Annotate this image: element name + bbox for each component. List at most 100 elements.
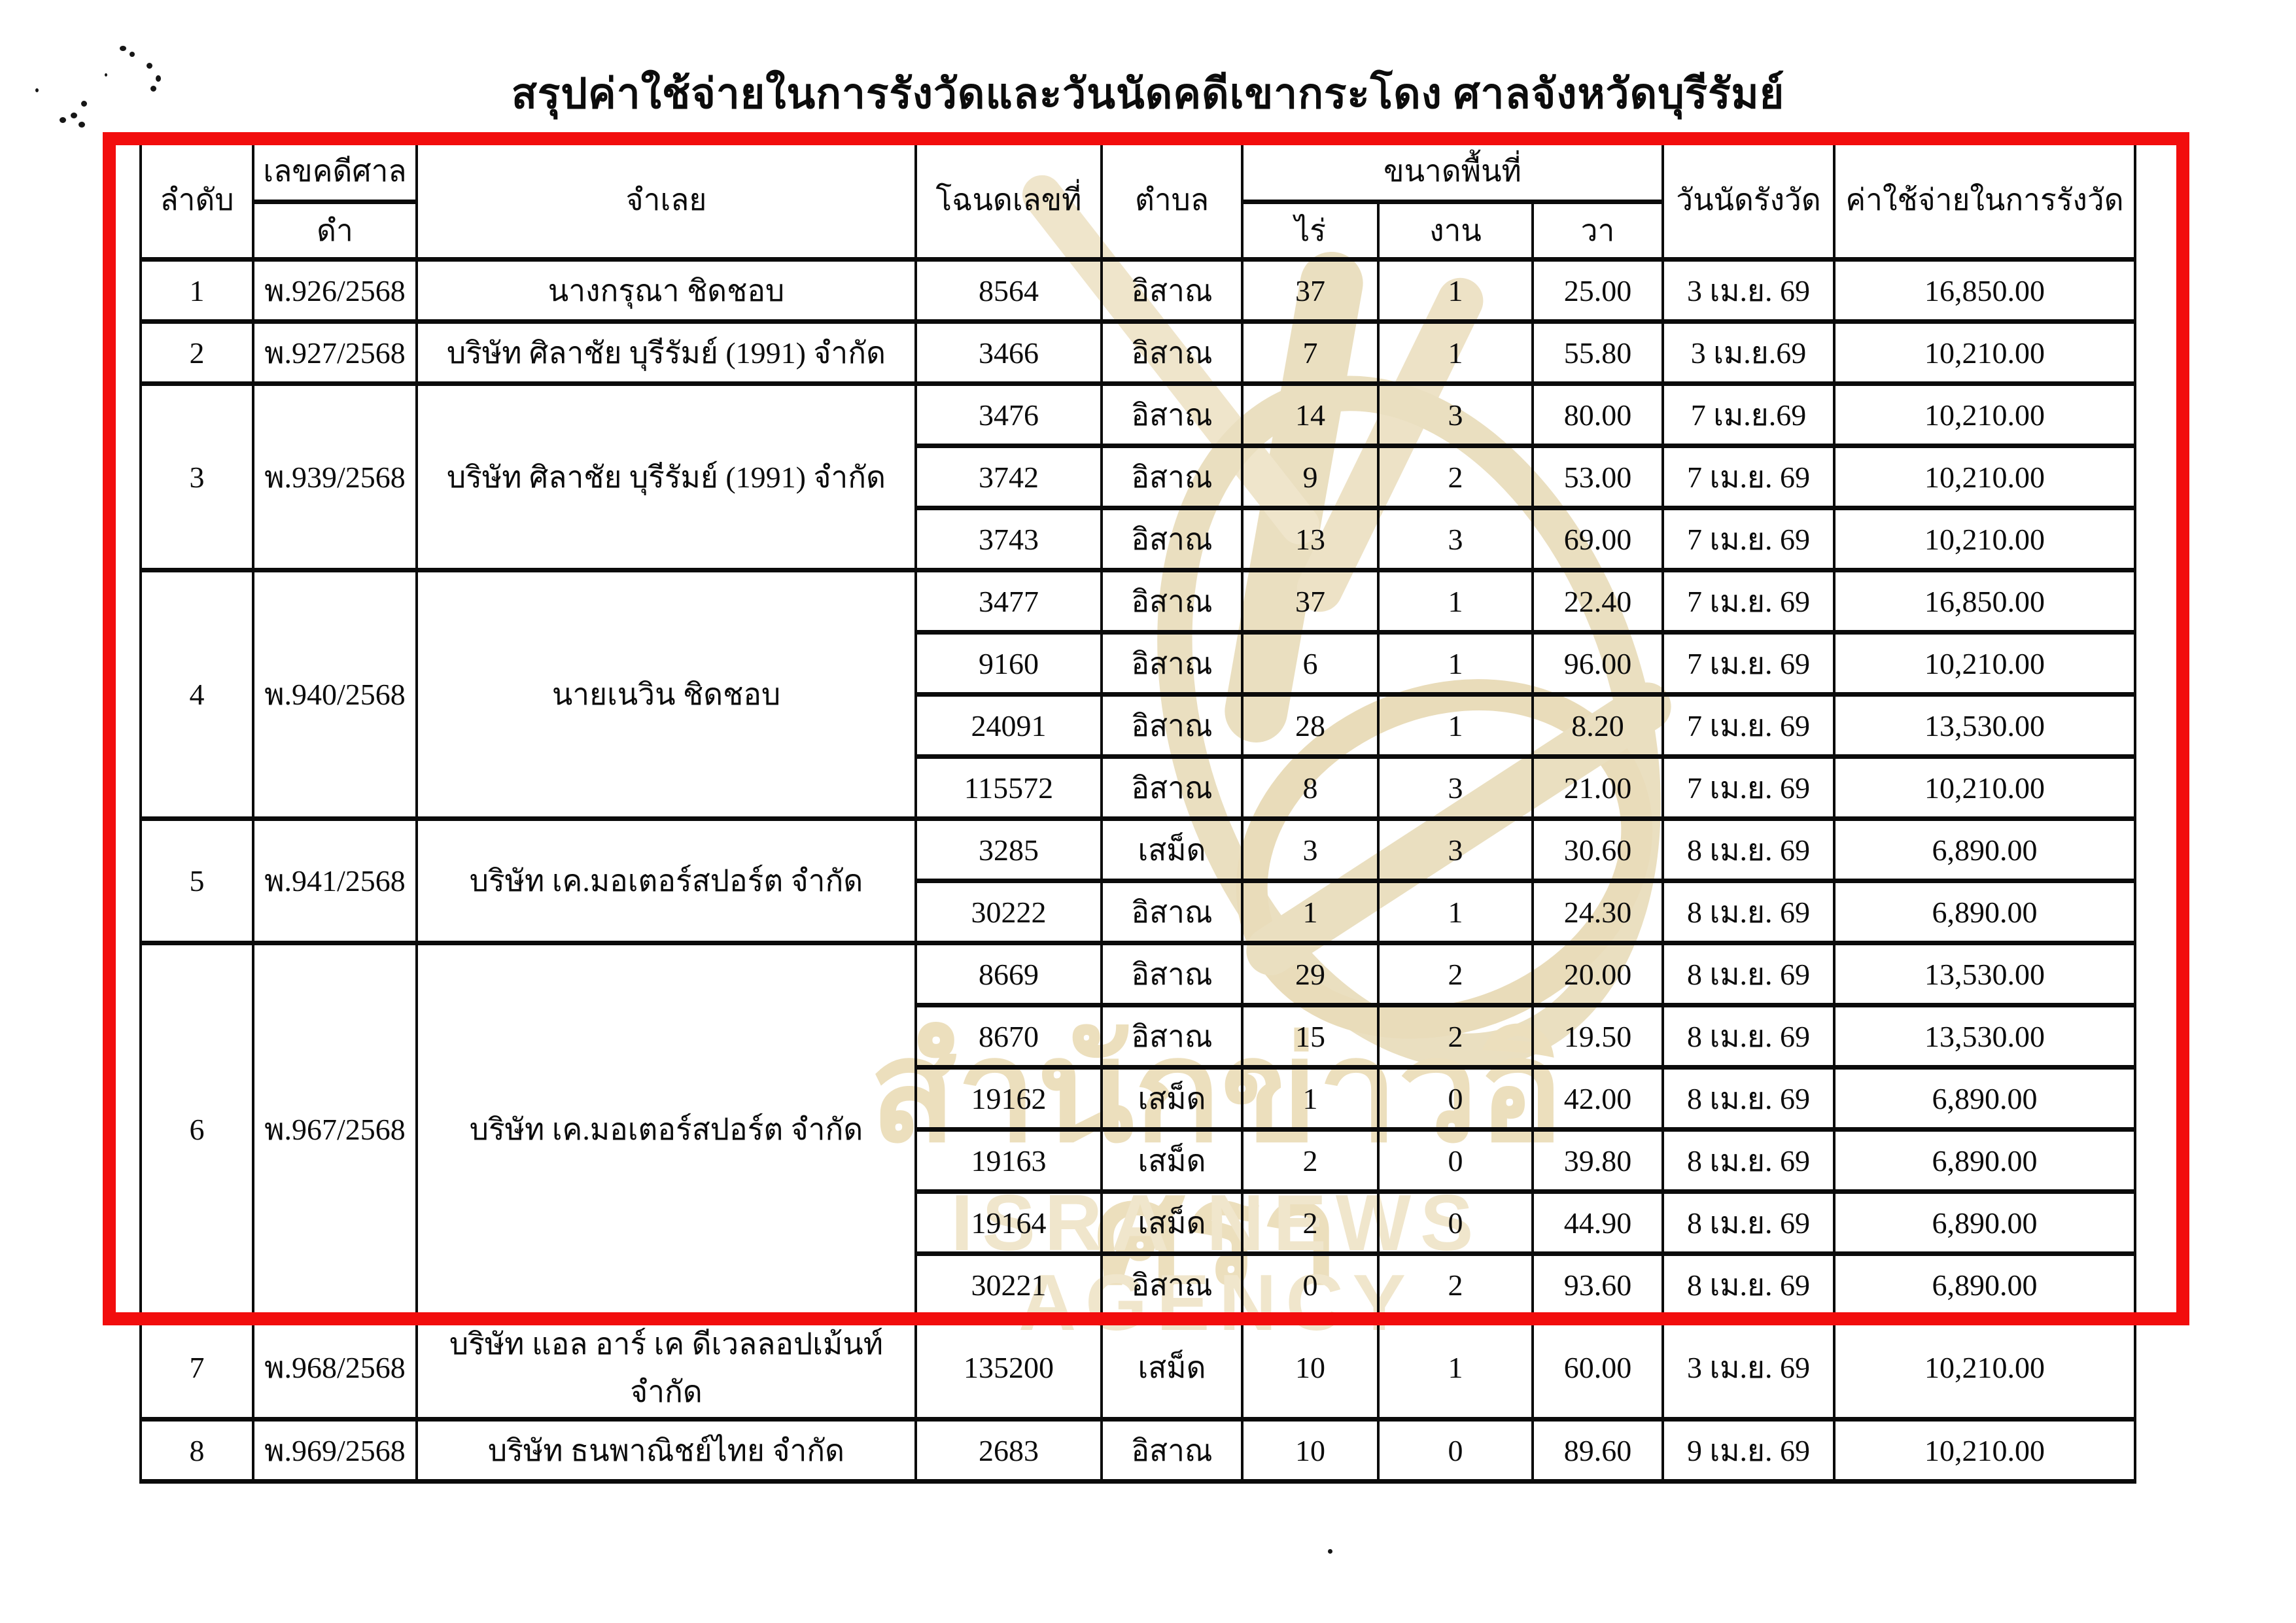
survey-date-cell: 7 เม.ย. 69: [1661, 754, 1835, 821]
wa-cell: 25.00: [1531, 257, 1664, 324]
table-row: 8 พ.969/2568 บริษัท ธนพาณิชย์ไทย จำกัด 2683…: [139, 1417, 2136, 1484]
ngan-cell: 0: [1377, 1189, 1534, 1256]
survey-date-cell: 8 เม.ย. 69: [1661, 879, 1835, 945]
subdistrict-cell: เสม็ด: [1100, 1314, 1244, 1422]
rai-cell: 7: [1241, 319, 1380, 386]
survey-date-cell: 3 เม.ย. 69: [1661, 257, 1835, 324]
wa-cell: 44.90: [1531, 1189, 1664, 1256]
ngan-cell: 2: [1377, 444, 1534, 510]
case-number-cell: พ.968/2568: [252, 1314, 418, 1422]
deed-number-cell: 19164: [914, 1189, 1103, 1256]
table-row: 5 พ.941/2568 บริษัท เค.มอเตอร์สปอร์ต จำกัด…: [139, 816, 2136, 945]
table-row: 3 พ.939/2568 บริษัท ศิลาชัย บุรีรัมย์ (199…: [139, 381, 2136, 572]
case-number-cell: พ.940/2568: [252, 568, 418, 821]
subdistrict-cell: อิสาณ: [1100, 444, 1244, 510]
survey-date-cell: 8 เม.ย. 69: [1661, 941, 1835, 1007]
subdistrict-cell: เสม็ด: [1100, 1065, 1244, 1132]
header-order: ลำดับ: [139, 137, 254, 262]
deed-number-cell: 3743: [914, 506, 1103, 572]
survey-date-cell: 7 เม.ย.69: [1661, 381, 1835, 448]
rai-cell: 15: [1241, 1003, 1380, 1070]
subdistrict-cell: อิสาณ: [1100, 381, 1244, 448]
rai-cell: 9: [1241, 444, 1380, 510]
case-order-cell: 8: [139, 1417, 254, 1484]
wa-cell: 30.60: [1531, 816, 1664, 883]
case-number-cell: พ.941/2568: [252, 816, 418, 945]
deed-number-cell: 2683: [914, 1417, 1103, 1484]
subdistrict-cell: อิสาณ: [1100, 754, 1244, 821]
ngan-cell: 3: [1377, 381, 1534, 448]
rai-cell: 13: [1241, 506, 1380, 572]
subdistrict-cell: อิสาณ: [1100, 506, 1244, 572]
deed-number-cell: 30221: [914, 1251, 1103, 1318]
wa-cell: 53.00: [1531, 444, 1664, 510]
deed-number-cell: 19163: [914, 1127, 1103, 1194]
case-order-cell: 3: [139, 381, 254, 572]
survey-date-cell: 7 เม.ย. 69: [1661, 692, 1835, 759]
table-row: 8670 อิสาณ 15 2 19.50 8 เม.ย. 69 13,530.00: [141, 1003, 2136, 1070]
subdistrict-cell: อิสาณ: [1100, 941, 1244, 1007]
ngan-cell: 2: [1377, 1251, 1534, 1318]
deed-number-cell: 9160: [914, 630, 1103, 697]
expense-cell: 10,210.00: [1833, 381, 2136, 448]
deed-number-cell: 115572: [914, 754, 1103, 821]
deed-number-cell: 3285: [914, 816, 1103, 883]
expense-cell: 16,850.00: [1833, 257, 2136, 324]
header-rai: ไร่: [1241, 200, 1380, 262]
defendant-cell: นางกรุณา ชิดชอบ: [415, 257, 917, 324]
header-case-no-sub: ดำ: [252, 200, 418, 262]
wa-cell: 21.00: [1531, 754, 1664, 821]
table-row: 7 พ.968/2568 บริษัท แอล อาร์ เค ดีเวลลอปเม…: [139, 1314, 2136, 1422]
ngan-cell: 0: [1377, 1065, 1534, 1132]
deed-number-cell: 3477: [914, 568, 1103, 635]
ngan-cell: 1: [1377, 630, 1534, 697]
deed-number-cell: 24091: [914, 692, 1103, 759]
subdistrict-cell: เสม็ด: [1100, 1189, 1244, 1256]
ngan-cell: 1: [1377, 879, 1534, 945]
expense-cell: 10,210.00: [1833, 444, 2136, 510]
survey-date-cell: 8 เม.ย. 69: [1661, 1065, 1835, 1132]
deed-number-cell: 19162: [914, 1065, 1103, 1132]
survey-date-cell: 3 เม.ย. 69: [1661, 1314, 1835, 1422]
subdistrict-cell: อิสาณ: [1100, 1417, 1244, 1484]
wa-cell: 80.00: [1531, 381, 1664, 448]
expense-cell: 6,890.00: [1833, 1127, 2136, 1194]
survey-date-cell: 7 เม.ย. 69: [1661, 630, 1835, 697]
case-order-cell: 6: [139, 941, 254, 1318]
defendant-cell: บริษัท ศิลาชัย บุรีรัมย์ (1991) จำกัด: [415, 381, 917, 572]
case-order-cell: 1: [139, 257, 254, 324]
header-deed-no: โฉนดเลขที่: [914, 137, 1103, 262]
rai-cell: 2: [1241, 1189, 1380, 1256]
rai-cell: 10: [1241, 1314, 1380, 1422]
expense-cell: 10,210.00: [1833, 1417, 2136, 1484]
survey-date-cell: 7 เม.ย. 69: [1661, 506, 1835, 572]
ngan-cell: 3: [1377, 816, 1534, 883]
deed-number-cell: 3476: [914, 381, 1103, 448]
survey-date-cell: 8 เม.ย. 69: [1661, 816, 1835, 883]
survey-date-cell: 7 เม.ย. 69: [1661, 444, 1835, 510]
rai-cell: 1: [1241, 1065, 1380, 1132]
survey-date-cell: 3 เม.ย.69: [1661, 319, 1835, 386]
ngan-cell: 1: [1377, 692, 1534, 759]
case-order-cell: 7: [139, 1314, 254, 1422]
table-header: ลำดับ เลขคดีศาล จำเลย โฉนดเลขที่ ตำบล ขน…: [139, 137, 2136, 262]
rai-cell: 6: [1241, 630, 1380, 697]
expense-table: ลำดับ เลขคดีศาล จำเลย โฉนดเลขที่ ตำบล ขน…: [139, 137, 2136, 1484]
survey-date-cell: 7 เม.ย. 69: [1661, 568, 1835, 635]
case-number-cell: พ.939/2568: [252, 381, 418, 572]
deed-number-cell: 30222: [914, 879, 1103, 945]
table-row: 4 พ.940/2568 นายเนวิน ชิดชอบ 3477 อิสาณ 37 1 22…: [139, 568, 2136, 821]
wa-cell: 8.20: [1531, 692, 1664, 759]
deed-number-cell: 135200: [914, 1314, 1103, 1422]
wa-cell: 93.60: [1531, 1251, 1664, 1318]
wa-cell: 55.80: [1531, 319, 1664, 386]
case-order-cell: 2: [139, 319, 254, 386]
expense-cell: 13,530.00: [1833, 1003, 2136, 1070]
table-row: 30221 อิสาณ 0 2 93.60 8 เม.ย. 69 6,890.00: [141, 1251, 2136, 1318]
expense-cell: 10,210.00: [1833, 1314, 2136, 1422]
header-area-group: ขนาดพื้นที่: [1241, 137, 1664, 204]
ngan-cell: 0: [1377, 1127, 1534, 1194]
rai-cell: 28: [1241, 692, 1380, 759]
rai-cell: 2: [1241, 1127, 1380, 1194]
